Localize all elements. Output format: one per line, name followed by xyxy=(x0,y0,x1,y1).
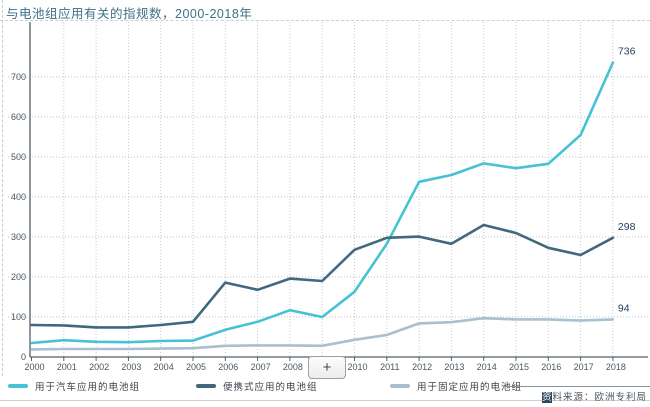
series-line-1 xyxy=(30,223,615,329)
x-axis-tick-label: 2016 xyxy=(541,362,561,372)
x-axis-tick-label: 2017 xyxy=(574,362,594,372)
legend-item-stationary: 用于固定应用的电池组 xyxy=(390,379,522,393)
chart-legend: 用于汽车应用的电池组 便携式应用的电池组 用于固定应用的电池组 xyxy=(0,379,650,393)
series-end-label-1: 298 xyxy=(618,221,636,233)
x-axis-tick-label: 2011 xyxy=(380,362,399,372)
legend-swatch-automotive-icon xyxy=(8,384,28,388)
x-axis-tick-label: 2010 xyxy=(347,362,367,372)
x-axis-tick-label: 2014 xyxy=(477,362,497,372)
title-underline xyxy=(0,20,650,21)
legend-swatch-stationary-icon xyxy=(390,384,410,388)
x-axis-tick-label: 2005 xyxy=(186,362,206,372)
x-axis-tick-label: 2001 xyxy=(57,362,77,372)
series-end-label-0: 736 xyxy=(618,46,636,58)
legend-item-automotive: 用于汽车应用的电池组 xyxy=(8,379,140,393)
x-axis-tick-label: 2007 xyxy=(251,362,271,372)
x-axis-tick-label: 2015 xyxy=(509,362,529,372)
y-axis-tick-label: 0 xyxy=(21,352,26,362)
x-axis-tick-label: 2004 xyxy=(154,362,174,372)
zoom-in-button[interactable]: + xyxy=(308,356,346,379)
series-end-label-2: 94 xyxy=(618,302,630,314)
y-axis-tick-label: 400 xyxy=(11,192,26,202)
x-axis-tick-label: 2003 xyxy=(121,362,141,372)
legend-swatch-portable-icon xyxy=(196,384,216,388)
y-axis-tick-label: 700 xyxy=(11,72,26,82)
legend-label-stationary: 用于固定应用的电池组 xyxy=(417,382,523,393)
x-axis-tick-label: 2002 xyxy=(89,362,109,372)
series-line-2 xyxy=(30,316,615,351)
legend-label-automotive: 用于汽车应用的电池组 xyxy=(35,382,141,393)
y-axis-tick-label: 500 xyxy=(11,152,26,162)
legend-item-portable: 便携式应用的电池组 xyxy=(196,379,318,393)
source-note: 资料来源：欧洲专利局 xyxy=(541,392,647,403)
y-axis-tick-label: 300 xyxy=(11,232,26,242)
x-axis-tick-label: 2012 xyxy=(412,362,432,372)
series-line-0 xyxy=(30,61,615,345)
page-left-dashed-border xyxy=(2,0,3,376)
x-axis-tick-label: 2018 xyxy=(606,362,626,372)
x-axis-tick-label: 2000 xyxy=(24,362,44,372)
y-axis-tick-label: 100 xyxy=(11,312,26,322)
x-axis-tick-label: 2008 xyxy=(283,362,303,372)
y-axis-tick-label: 200 xyxy=(11,272,26,282)
y-axis-tick-label: 600 xyxy=(11,112,26,122)
source-divider xyxy=(503,386,650,387)
chart-title: 与电池组应用有关的指规数，2000-2018年 xyxy=(6,7,253,21)
legend-label-portable: 便携式应用的电池组 xyxy=(223,382,318,393)
bottom-divider xyxy=(0,400,650,401)
x-axis-tick-label: 2013 xyxy=(444,362,464,372)
x-axis-tick-label: 2006 xyxy=(218,362,238,372)
